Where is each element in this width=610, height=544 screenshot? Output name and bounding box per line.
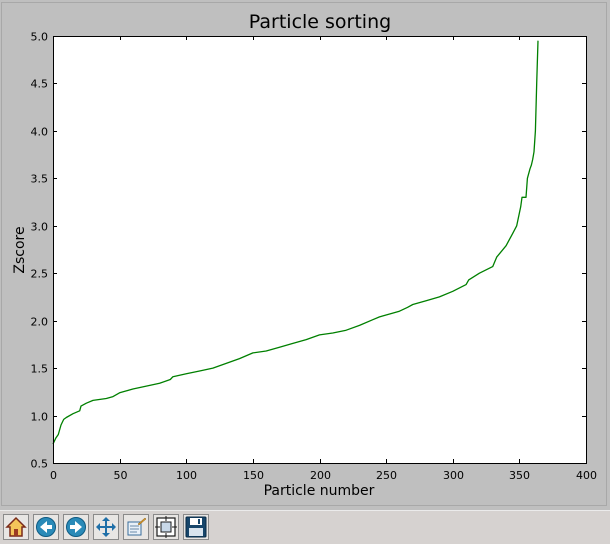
series-group xyxy=(52,40,539,445)
y-tick-label: 2.5 xyxy=(31,268,49,281)
forward-button[interactable] xyxy=(63,514,89,540)
y-tick-label: 3.0 xyxy=(31,221,49,234)
floppy-disk-icon xyxy=(185,516,207,538)
subplots-button[interactable] xyxy=(153,514,179,540)
move-icon xyxy=(96,517,116,537)
y-tick-label: 5.0 xyxy=(31,31,49,44)
y-tick-label: 3.5 xyxy=(31,173,49,186)
navigation-toolbar xyxy=(0,510,610,544)
subplots-icon xyxy=(155,516,177,538)
home-icon xyxy=(5,516,27,537)
figure-frame xyxy=(1,2,607,506)
zoom-rect-icon xyxy=(127,517,147,536)
x-tick-label: 400 xyxy=(576,469,597,482)
y-tick-label: 1.0 xyxy=(31,411,49,424)
home-button[interactable] xyxy=(3,514,29,540)
x-tick-label: 250 xyxy=(376,469,397,482)
pan-button[interactable] xyxy=(93,514,119,540)
y-tick-label: 2.0 xyxy=(31,316,49,329)
zoom-button[interactable] xyxy=(123,514,149,540)
series-line xyxy=(52,40,539,445)
chart-title: Particle sorting xyxy=(249,11,391,33)
y-axis-label: Zscore xyxy=(12,226,28,273)
arrow-left-icon xyxy=(36,517,56,537)
y-tick-label: 1.5 xyxy=(31,363,49,376)
tick-group: 0 50 100 150 200 250 300 350 400 0.5 1.0 1.5 2.0 2.5 3… xyxy=(31,31,598,483)
x-tick-label: 200 xyxy=(310,469,331,482)
y-tick-label: 0.5 xyxy=(31,458,49,471)
x-axis-label: Particle number xyxy=(264,483,375,499)
axes-frame xyxy=(53,36,587,464)
back-button[interactable] xyxy=(33,514,59,540)
x-tick-label: 150 xyxy=(243,469,264,482)
axes-background xyxy=(53,36,586,463)
x-tick-label: 50 xyxy=(114,469,128,482)
y-tick-label: 4.0 xyxy=(31,126,49,139)
arrow-right-icon xyxy=(66,517,86,537)
save-button[interactable] xyxy=(183,514,209,540)
x-tick-label: 350 xyxy=(509,469,530,482)
chart: 0 50 100 150 200 250 300 350 400 0.5 1.0 1.5 2.0 2.5 3… xyxy=(12,11,598,499)
figure-area: 0 50 100 150 200 250 300 350 400 0.5 1.0 1.5 2.0 2.5 3… xyxy=(0,0,610,510)
y-tick-label: 4.5 xyxy=(31,78,49,91)
x-tick-label: 300 xyxy=(443,469,464,482)
x-tick-label: 100 xyxy=(176,469,197,482)
x-tick-label: 0 xyxy=(50,469,57,482)
